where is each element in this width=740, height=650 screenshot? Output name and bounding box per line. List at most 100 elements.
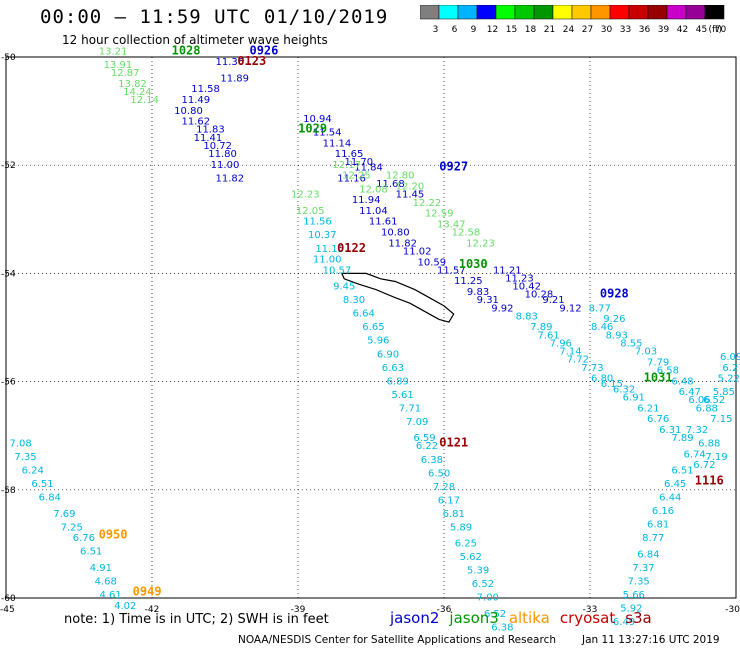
swh-value: 6.06 [688,395,710,406]
swh-value: 9.12 [559,303,581,314]
y-tick-label: -56 [1,378,16,388]
swh-value: 8.77 [642,533,664,544]
legend-label: 6 [452,25,458,35]
swh-value: 6.47 [679,387,701,398]
swh-value: 6.81 [443,509,465,520]
swh-value: 6.15 [601,379,623,390]
swh-value: 6.50 [428,468,450,479]
swh-value: 11.15 [315,244,344,255]
swh-value: 12.87 [111,68,140,79]
swh-value: 6.21 [637,403,659,414]
swh-value: 6.38 [491,622,513,633]
swh-value: 13.47 [437,219,466,230]
y-tick-label: -50 [1,53,16,63]
swh-value: 6.88 [696,403,718,414]
x-tick-label: -33 [583,605,598,615]
swh-value: 10.94 [303,114,332,125]
swh-value: 9.31 [477,295,499,306]
swh-value: 12.20 [396,182,425,193]
plot-frame [5,56,737,599]
legend-label: 15 [506,25,517,35]
swh-value: 6.52 [472,579,494,590]
swh-value: 5.61 [392,390,414,401]
swh-value: 6.81 [647,520,669,531]
swh-value: 6.76 [73,533,95,544]
swh-value: 11.70 [345,157,374,168]
swh-value: 11.49 [181,95,210,106]
swh-value: 7.79 [647,357,669,368]
swh-value: 11.23 [505,274,534,285]
swh-value: 8.93 [606,330,628,341]
legend-swatch [704,5,725,20]
swh-value: 7.32 [686,425,708,436]
legend-label: 12 [487,25,498,35]
swh-value: 12.23 [466,238,495,249]
swh-value: 7.72 [567,355,589,366]
swh-value: 7.15 [710,414,732,425]
swh-value: 6.45 [664,479,686,490]
legend-label: 9 [471,25,477,35]
swh-value: 11.56 [303,217,332,228]
swh-value: 6.59 [413,433,435,444]
swh-value: 10.80 [174,106,203,117]
swh-value: 4.68 [95,576,117,587]
mission-label-altika: altika [508,609,550,627]
swh-value: 13.21 [99,46,128,57]
swh-value: 11.45 [396,190,425,201]
pass-time-label: 0949 [133,584,162,598]
swh-value: 8.46 [591,322,613,333]
swh-value: 11.25 [454,276,483,287]
swh-value: 11.04 [359,206,388,217]
swh-value: 10.59 [418,257,447,268]
swh-value: 11.14 [323,138,352,149]
swh-value: 6.88 [698,439,720,450]
swh-value: 10.57 [323,265,352,276]
swh-value: 8.55 [620,338,642,349]
legend-label: 27 [582,25,593,35]
swh-value: 10.28 [525,290,554,301]
swh-value: 11.41 [194,133,223,144]
swh-value: 6.25 [455,539,477,550]
footnote: note: 1) Time is in UTC; 2) SWH is in fe… [64,612,329,627]
swh-value: 12.80 [386,171,415,182]
swh-value: 6.27 [722,363,740,374]
swh-value: 6.38 [421,455,443,466]
swh-value: 11.80 [208,149,237,160]
legend-label: 36 [639,25,651,35]
legend-label: 24 [563,25,575,35]
swh-value: 4.91 [90,563,112,574]
swh-value: 11.21 [493,265,522,276]
swh-value: 10.37 [308,230,337,241]
swh-value: 5.89 [450,522,472,533]
swh-value: 5.62 [460,552,482,563]
pass-time-label: 1028 [172,43,201,57]
swh-value: 7.73 [581,363,603,374]
mission-label-jason2: jason2 [390,609,440,627]
swh-value: 6.24 [22,466,44,477]
swh-value: 6.51 [31,479,53,490]
y-tick-label: -54 [1,269,16,279]
swh-value: 9.21 [542,295,564,306]
swh-value: 11.54 [313,127,342,138]
pass-time-label: 0123 [237,54,266,68]
swh-value: 6.58 [657,365,679,376]
pass-time-label: 0122 [337,241,366,255]
swh-value: 11.57 [437,265,466,276]
swh-value: 6.91 [623,393,645,404]
swh-value: 7.14 [559,347,581,358]
swh-value: 11.00 [211,160,240,171]
legend-label: 39 [658,25,670,35]
page-title: 00:00 – 11:59 UTC 01/10/2019 [40,6,389,28]
swh-value: 12.23 [291,190,320,201]
swh-value: 12.22 [413,198,442,209]
swh-value: 6.32 [613,384,635,395]
swh-value: 7.19 [705,452,727,463]
x-tick-label: -30 [725,605,740,615]
swh-value: 5.39 [467,566,489,577]
swh-value: 11.68 [376,179,405,190]
swh-value: 11.89 [220,73,249,84]
swh-value: 12.14 [130,95,159,106]
swh-value: 7.96 [550,338,572,349]
mission-label-cryosat: cryosat [559,609,616,627]
swh-value: 7.37 [632,563,654,574]
